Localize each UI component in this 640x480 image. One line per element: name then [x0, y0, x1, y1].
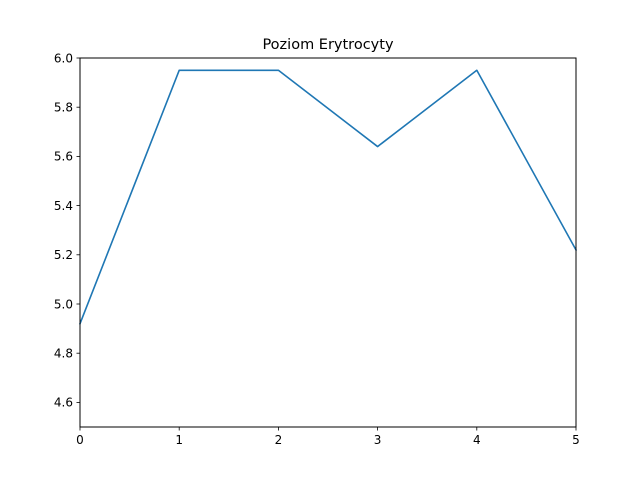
series-layer — [78, 69, 578, 325]
y-tick-label: 5.4 — [54, 199, 73, 213]
y-tick-label: 5.8 — [54, 101, 73, 115]
series-line — [78, 69, 578, 325]
x-tick-label: 5 — [572, 433, 580, 447]
y-tick-label: 5.2 — [54, 248, 73, 262]
y-tick-label: 6.0 — [54, 51, 73, 65]
plot-area — [80, 58, 576, 427]
y-tick-label: 4.6 — [54, 396, 73, 410]
x-tick-label: 2 — [275, 433, 283, 447]
chart-title: Poziom Erytrocyty — [262, 37, 393, 53]
x-tick-label: 1 — [175, 433, 183, 447]
x-axis: 0 1 2 3 4 5 — [76, 427, 580, 447]
x-tick-label: 4 — [473, 433, 481, 447]
y-tick-label: 5.0 — [54, 297, 73, 311]
x-tick-label: 3 — [374, 433, 382, 447]
y-tick-label: 4.8 — [54, 347, 73, 361]
plot-frame — [79, 57, 577, 428]
y-tick-label: 5.6 — [54, 150, 73, 164]
y-axis: 4.6 4.8 5.0 5.2 5.4 5.6 5.8 6.0 — [54, 51, 80, 410]
x-tick-label: 0 — [76, 433, 84, 447]
